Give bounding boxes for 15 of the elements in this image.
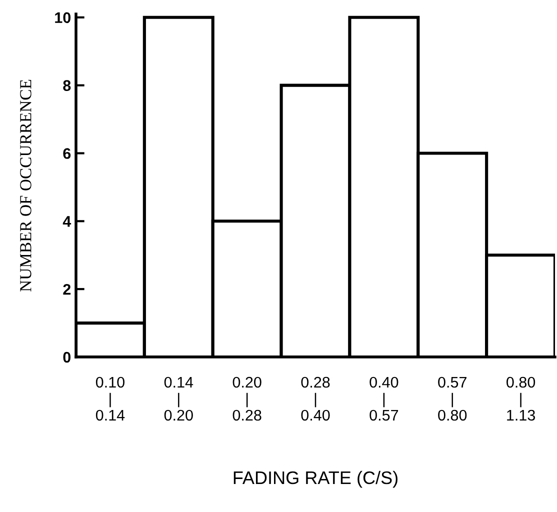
x-tick-label: 0.28 | 0.40 [301, 376, 330, 421]
y-tick-label: 10 [55, 12, 71, 24]
y-tick-label: 8 [63, 80, 71, 92]
x-tick-label: 0.20 | 0.28 [232, 376, 262, 421]
x-tick-label: 0.14 | 0.20 [164, 376, 194, 421]
x-tick-label: 0.80 | 1.13 [506, 376, 536, 421]
y-tick-label: 2 [63, 284, 71, 295]
x-tick-label: 0.10 | 0.14 [96, 376, 125, 421]
y-tick-label: 6 [63, 148, 71, 159]
x-tick-label: 0.57 | 0.80 [438, 376, 467, 421]
y-tick-label: 4 [62, 216, 72, 227]
y-tick-label: 0 [63, 352, 71, 363]
x-axis-title: FADING RATE (C/S) [234, 470, 398, 488]
y-axis-title: NUMBER OF OCCURRENCE [20, 80, 32, 292]
x-tick-label: 0.40 | 0.57 [370, 376, 398, 421]
